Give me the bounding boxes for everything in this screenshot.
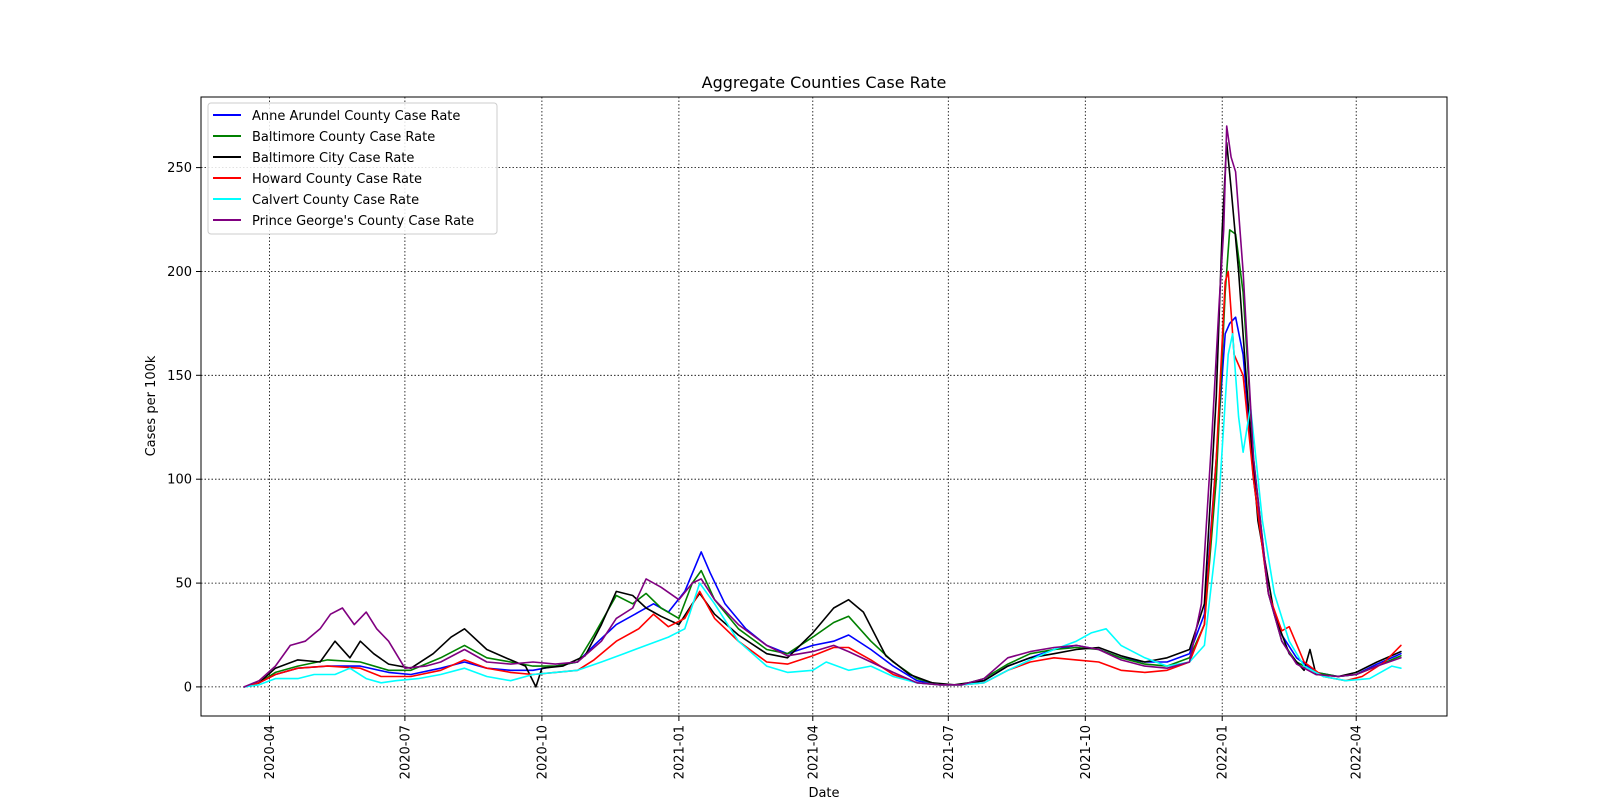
legend-entry-label: Calvert County Case Rate (252, 193, 419, 208)
x-axis-label: Date (808, 786, 839, 800)
x-tick-label: 2020-04 (263, 725, 278, 779)
y-tick-label: 50 (175, 577, 192, 592)
legend-entry-label: Baltimore City Case Rate (252, 151, 414, 166)
x-tick-label: 2021-04 (806, 725, 821, 779)
y-tick-label: 200 (167, 265, 192, 280)
y-axis-label: Cases per 100k (144, 355, 159, 456)
x-tick-label: 2021-01 (672, 725, 687, 779)
y-tick-label: 0 (184, 680, 192, 695)
x-tick-label: 2020-07 (398, 725, 413, 779)
y-tick-label: 100 (167, 473, 192, 488)
legend-entry-label: Anne Arundel County Case Rate (252, 109, 460, 124)
x-tick-label: 2021-10 (1079, 725, 1094, 779)
x-tick-label: 2022-04 (1350, 725, 1365, 779)
x-tick-label: 2022-01 (1216, 725, 1231, 779)
y-tick-label: 250 (167, 161, 192, 176)
x-tick-label: 2021-07 (942, 725, 957, 779)
y-tick-label: 150 (167, 369, 192, 384)
x-tick-label: 2020-10 (535, 725, 550, 779)
legend: Anne Arundel County Case Rate Baltimore C… (208, 103, 497, 234)
chart-title: Aggregate Counties Case Rate (702, 73, 947, 92)
legend-entry-label: Baltimore County Case Rate (252, 130, 435, 145)
legend-entry-label: Prince George's County Case Rate (252, 214, 474, 229)
legend-entry-label: Howard County Case Rate (252, 172, 422, 187)
